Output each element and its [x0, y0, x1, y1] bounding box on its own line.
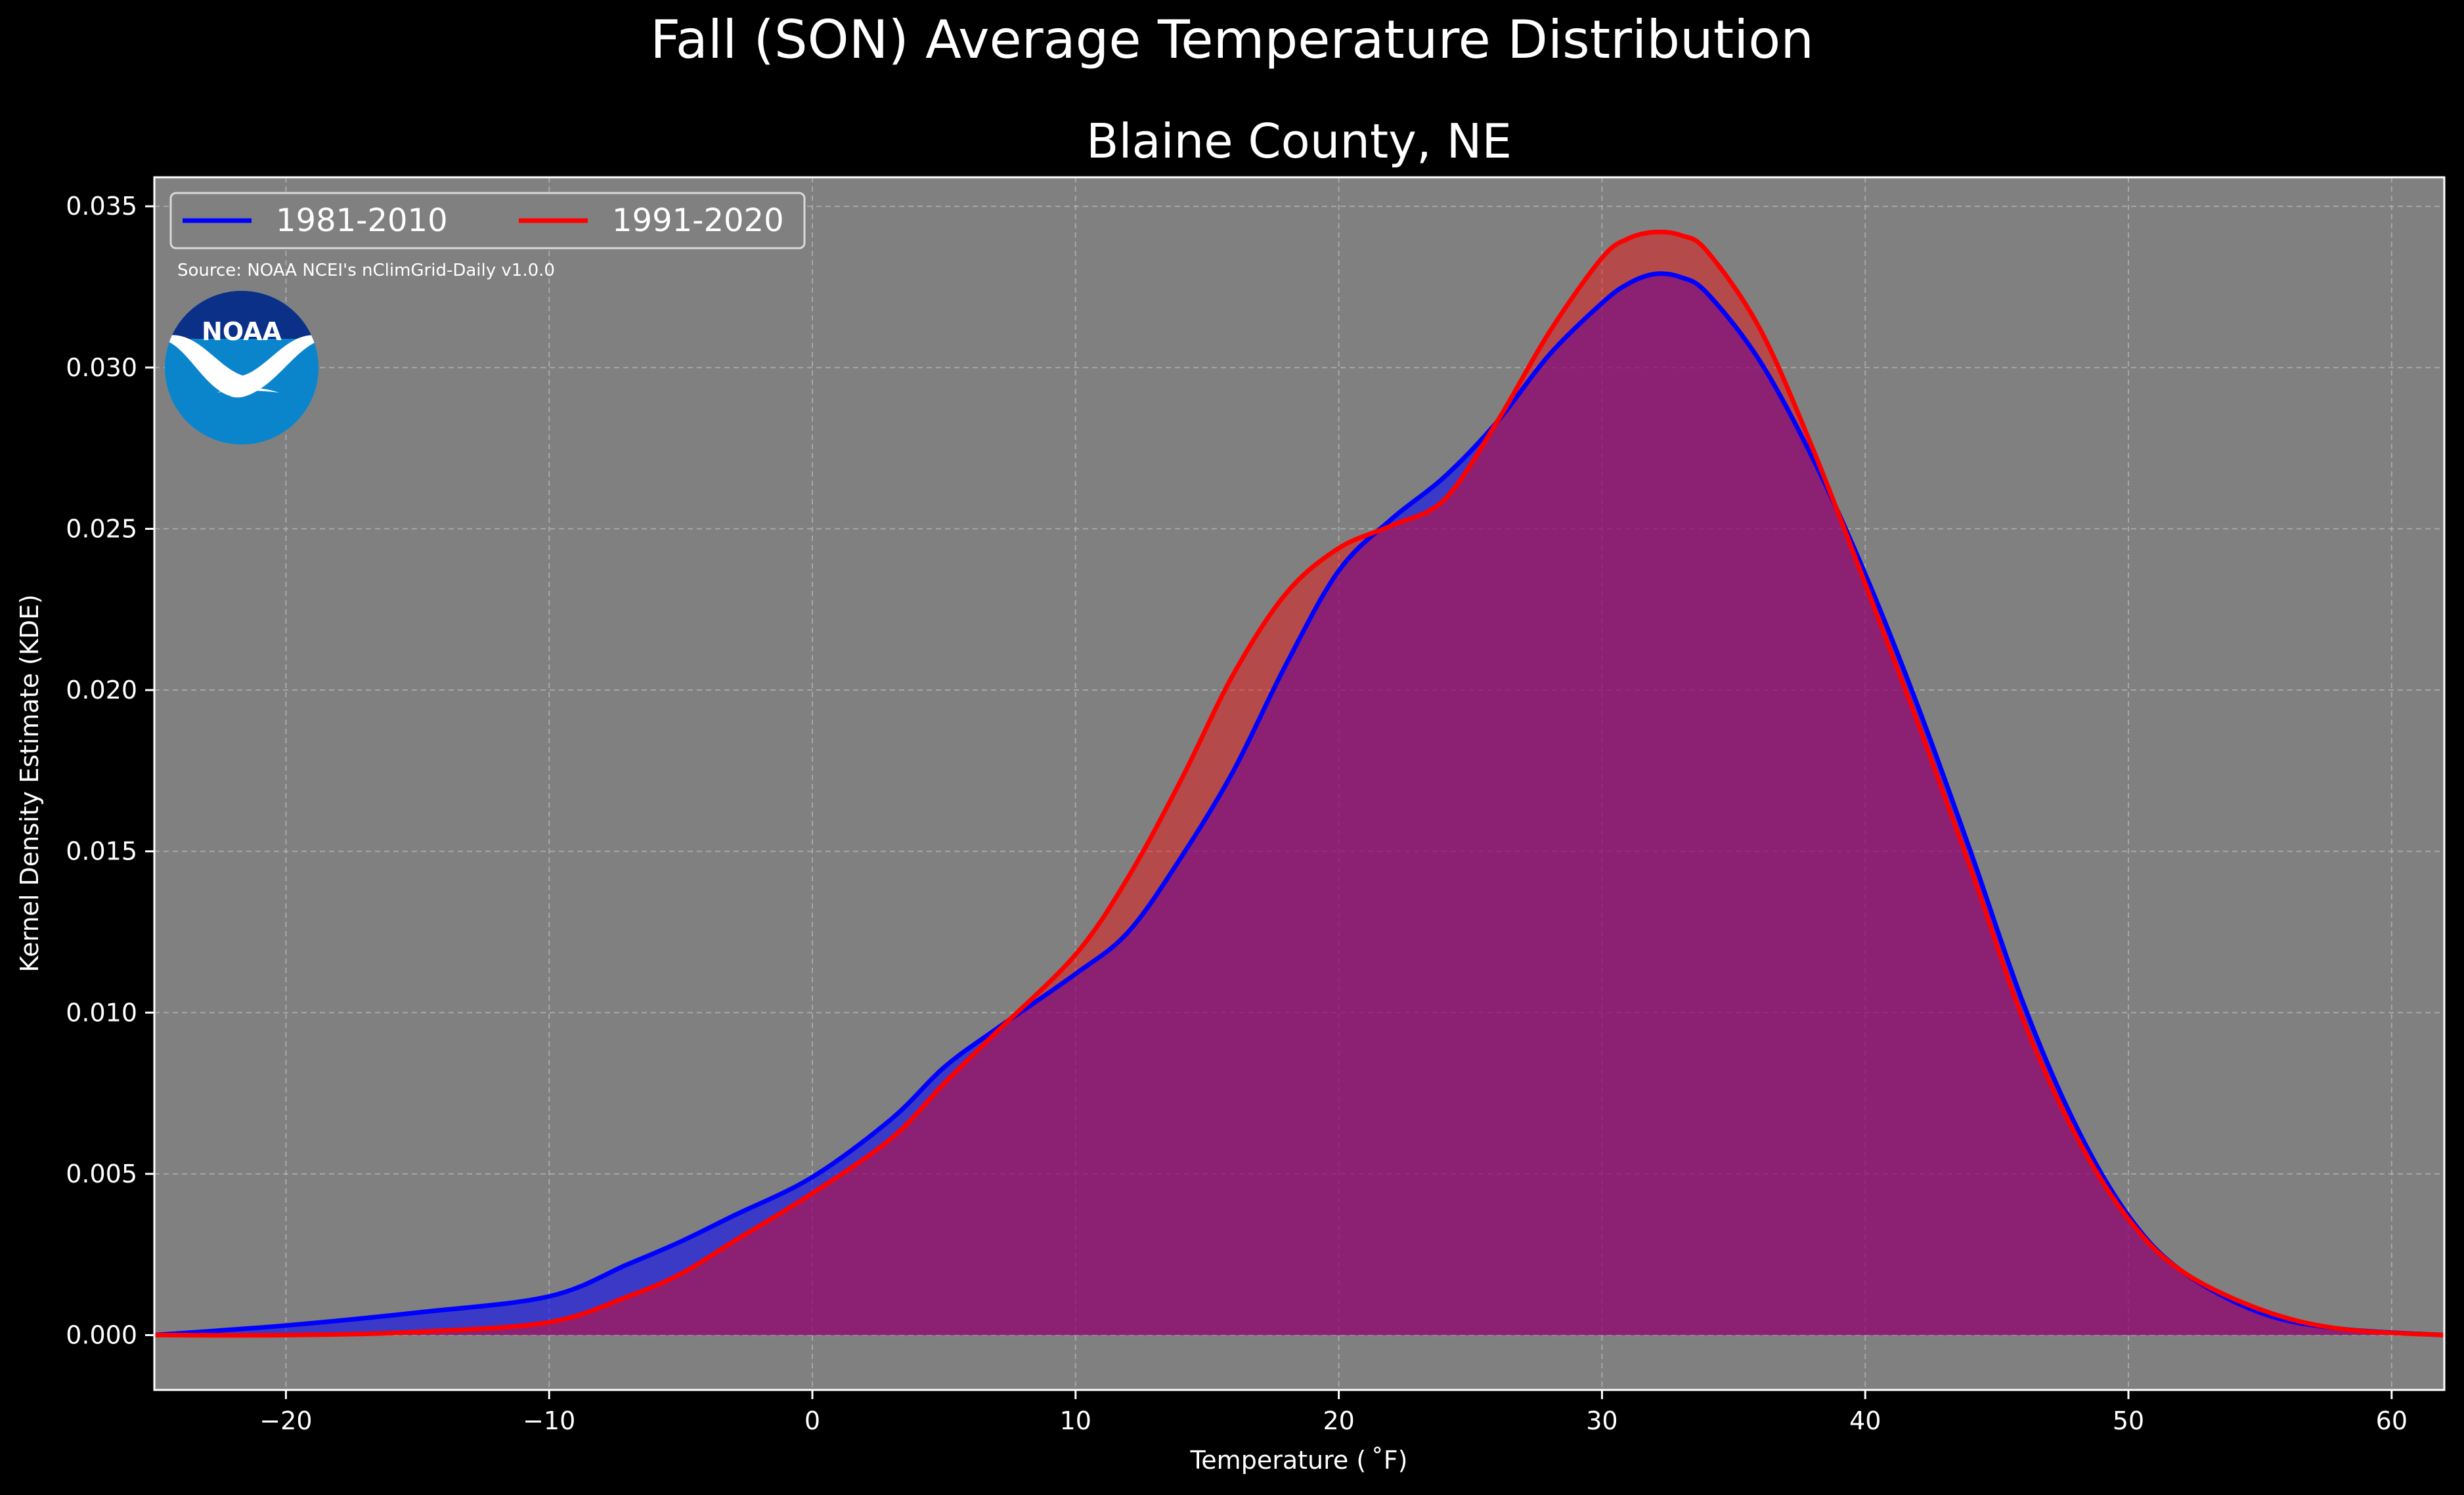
noaa-logo-text: NOAA — [202, 317, 282, 346]
y-tick-label: 0.030 — [66, 353, 137, 382]
x-tick-label: 0 — [804, 1406, 820, 1435]
y-tick-label: 0.015 — [66, 837, 137, 866]
x-tick-label: 60 — [2376, 1406, 2408, 1435]
y-tick-label: 0.035 — [66, 192, 137, 221]
legend: 1981-2010 1991-2020 — [169, 192, 806, 249]
series-lines — [154, 229, 2445, 1338]
x-tick-label: 50 — [2113, 1406, 2144, 1435]
x-tick-label: 10 — [1060, 1406, 1091, 1435]
chart-title: Fall (SON) Average Temperature Distribut… — [650, 9, 1814, 70]
legend-box — [169, 192, 806, 249]
series-fills — [154, 232, 2444, 1335]
noaa-logo-gull-wing — [217, 387, 279, 393]
legend-label-1991-2020: 1991-2020 — [612, 202, 784, 239]
x-tick-label: 40 — [1849, 1406, 1881, 1435]
x-tick-label: 20 — [1323, 1406, 1354, 1435]
y-axis-ticks: 0.000 0.005 0.010 0.015 0.020 0.025 0.030 0.035 — [66, 192, 154, 1349]
legend-label-1981-2010: 1981-2010 — [276, 202, 448, 239]
x-axis-ticks: −20 −10 0 10 20 30 40 50 60 — [259, 1390, 2408, 1435]
series-area-1991-2020 — [154, 232, 2444, 1335]
plot-frame — [153, 176, 2446, 1391]
x-tick-label: −10 — [523, 1406, 575, 1435]
x-tick-label: −20 — [259, 1406, 312, 1435]
y-tick-label: 0.000 — [66, 1320, 137, 1349]
series-line-1991-2020 — [154, 229, 2445, 1338]
x-axis-label: Temperature ( ˚F) — [1190, 1446, 1408, 1475]
y-tick-label: 0.005 — [66, 1159, 137, 1188]
source-note: Source: NOAA NCEI's nClimGrid-Daily v1.0… — [177, 261, 555, 280]
x-tick-label: 30 — [1586, 1406, 1617, 1435]
y-axis-label: Kernel Density Estimate (KDE) — [15, 594, 44, 972]
y-tick-label: 0.025 — [66, 514, 137, 543]
series-line-1981-2010 — [154, 271, 2445, 1337]
y-tick-label: 0.020 — [66, 676, 137, 704]
y-tick-label: 0.010 — [66, 998, 137, 1027]
noaa-logo-bird — [165, 335, 319, 398]
chart-subtitle: Blaine County, NE — [1086, 114, 1512, 169]
series-area-1981-2010 — [154, 273, 2444, 1335]
